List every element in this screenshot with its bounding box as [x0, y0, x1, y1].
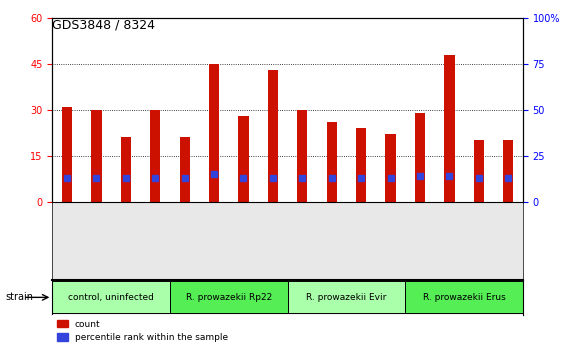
Bar — [444, 55, 454, 202]
Text: strain: strain — [6, 292, 34, 302]
Bar — [385, 134, 396, 202]
FancyBboxPatch shape — [170, 281, 288, 313]
Bar — [150, 110, 160, 202]
Bar — [209, 64, 219, 202]
Legend: count, percentile rank within the sample: count, percentile rank within the sample — [57, 320, 228, 342]
Text: R. prowazekii Rp22: R. prowazekii Rp22 — [186, 293, 272, 302]
Text: R. prowazekii Erus: R. prowazekii Erus — [423, 293, 505, 302]
Bar — [180, 137, 190, 202]
Bar — [91, 110, 102, 202]
Bar — [415, 113, 425, 202]
Text: GDS3848 / 8324: GDS3848 / 8324 — [52, 19, 155, 32]
Bar — [268, 70, 278, 202]
Bar — [474, 141, 484, 202]
Text: R. prowazekii Evir: R. prowazekii Evir — [306, 293, 386, 302]
FancyBboxPatch shape — [405, 281, 523, 313]
Bar — [121, 137, 131, 202]
Bar — [503, 141, 514, 202]
Bar — [238, 116, 249, 202]
FancyBboxPatch shape — [52, 281, 170, 313]
Bar — [62, 107, 72, 202]
FancyBboxPatch shape — [288, 281, 405, 313]
Bar — [327, 122, 337, 202]
Bar — [297, 110, 307, 202]
Text: control, uninfected: control, uninfected — [68, 293, 154, 302]
Bar — [356, 128, 366, 202]
